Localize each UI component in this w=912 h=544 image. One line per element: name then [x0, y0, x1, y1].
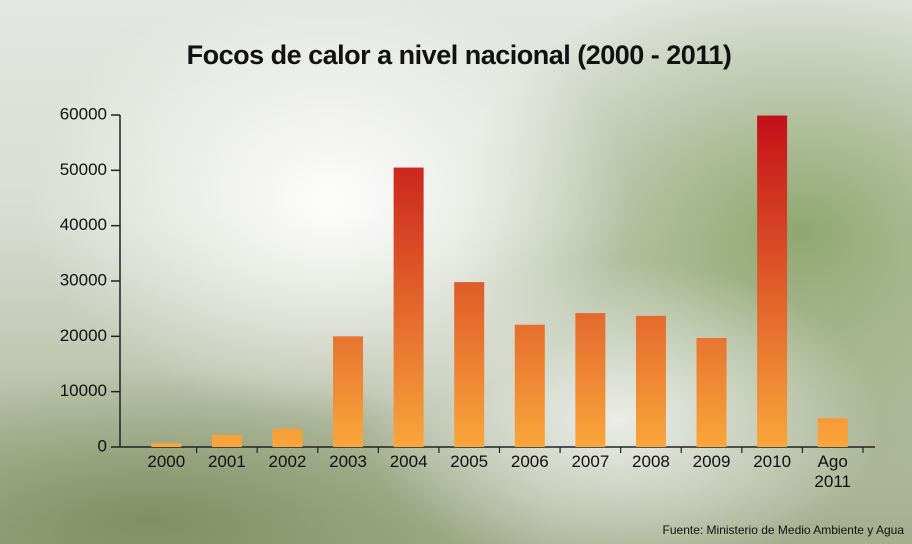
bar	[635, 315, 666, 447]
x-tick-label: 2009	[692, 452, 731, 471]
y-tick-label: 20000	[60, 326, 107, 345]
bar	[151, 443, 182, 447]
y-tick-label: 30000	[60, 270, 107, 289]
x-tick-label: 2003	[329, 452, 367, 471]
x-tick-label: 2002	[268, 452, 307, 471]
bar	[393, 167, 424, 448]
y-tick-label: 50000	[60, 160, 107, 179]
y-tick-label: 0	[98, 436, 107, 455]
x-tick-label: 2007	[571, 452, 610, 471]
bar	[696, 337, 727, 447]
bar	[575, 313, 606, 447]
bar	[514, 324, 545, 447]
chart-title: Focos de calor a nivel nacional (2000 - …	[187, 40, 732, 70]
x-tick-label: 2004	[389, 452, 428, 471]
bar	[211, 434, 242, 447]
bar	[333, 336, 364, 447]
x-tick-label: Ago 2011	[814, 452, 851, 491]
bar	[272, 428, 303, 447]
x-tick-label: 2005	[450, 452, 489, 471]
y-tick-label: 60000	[60, 104, 107, 123]
source: Fuente: Ministerio de Medio Ambiente y A…	[663, 523, 905, 537]
bar	[817, 418, 848, 447]
bar	[757, 115, 788, 447]
x-tick-label: 2006	[510, 452, 549, 471]
x-tick-label: 2001	[207, 452, 246, 471]
y-tick-label: 40000	[60, 215, 107, 234]
y-tick-label: 10000	[60, 381, 107, 400]
x-tick-label: 2000	[147, 452, 186, 471]
bar	[454, 282, 485, 447]
x-tick-label: 2008	[632, 452, 670, 471]
x-tick-label: 2010	[753, 452, 792, 471]
